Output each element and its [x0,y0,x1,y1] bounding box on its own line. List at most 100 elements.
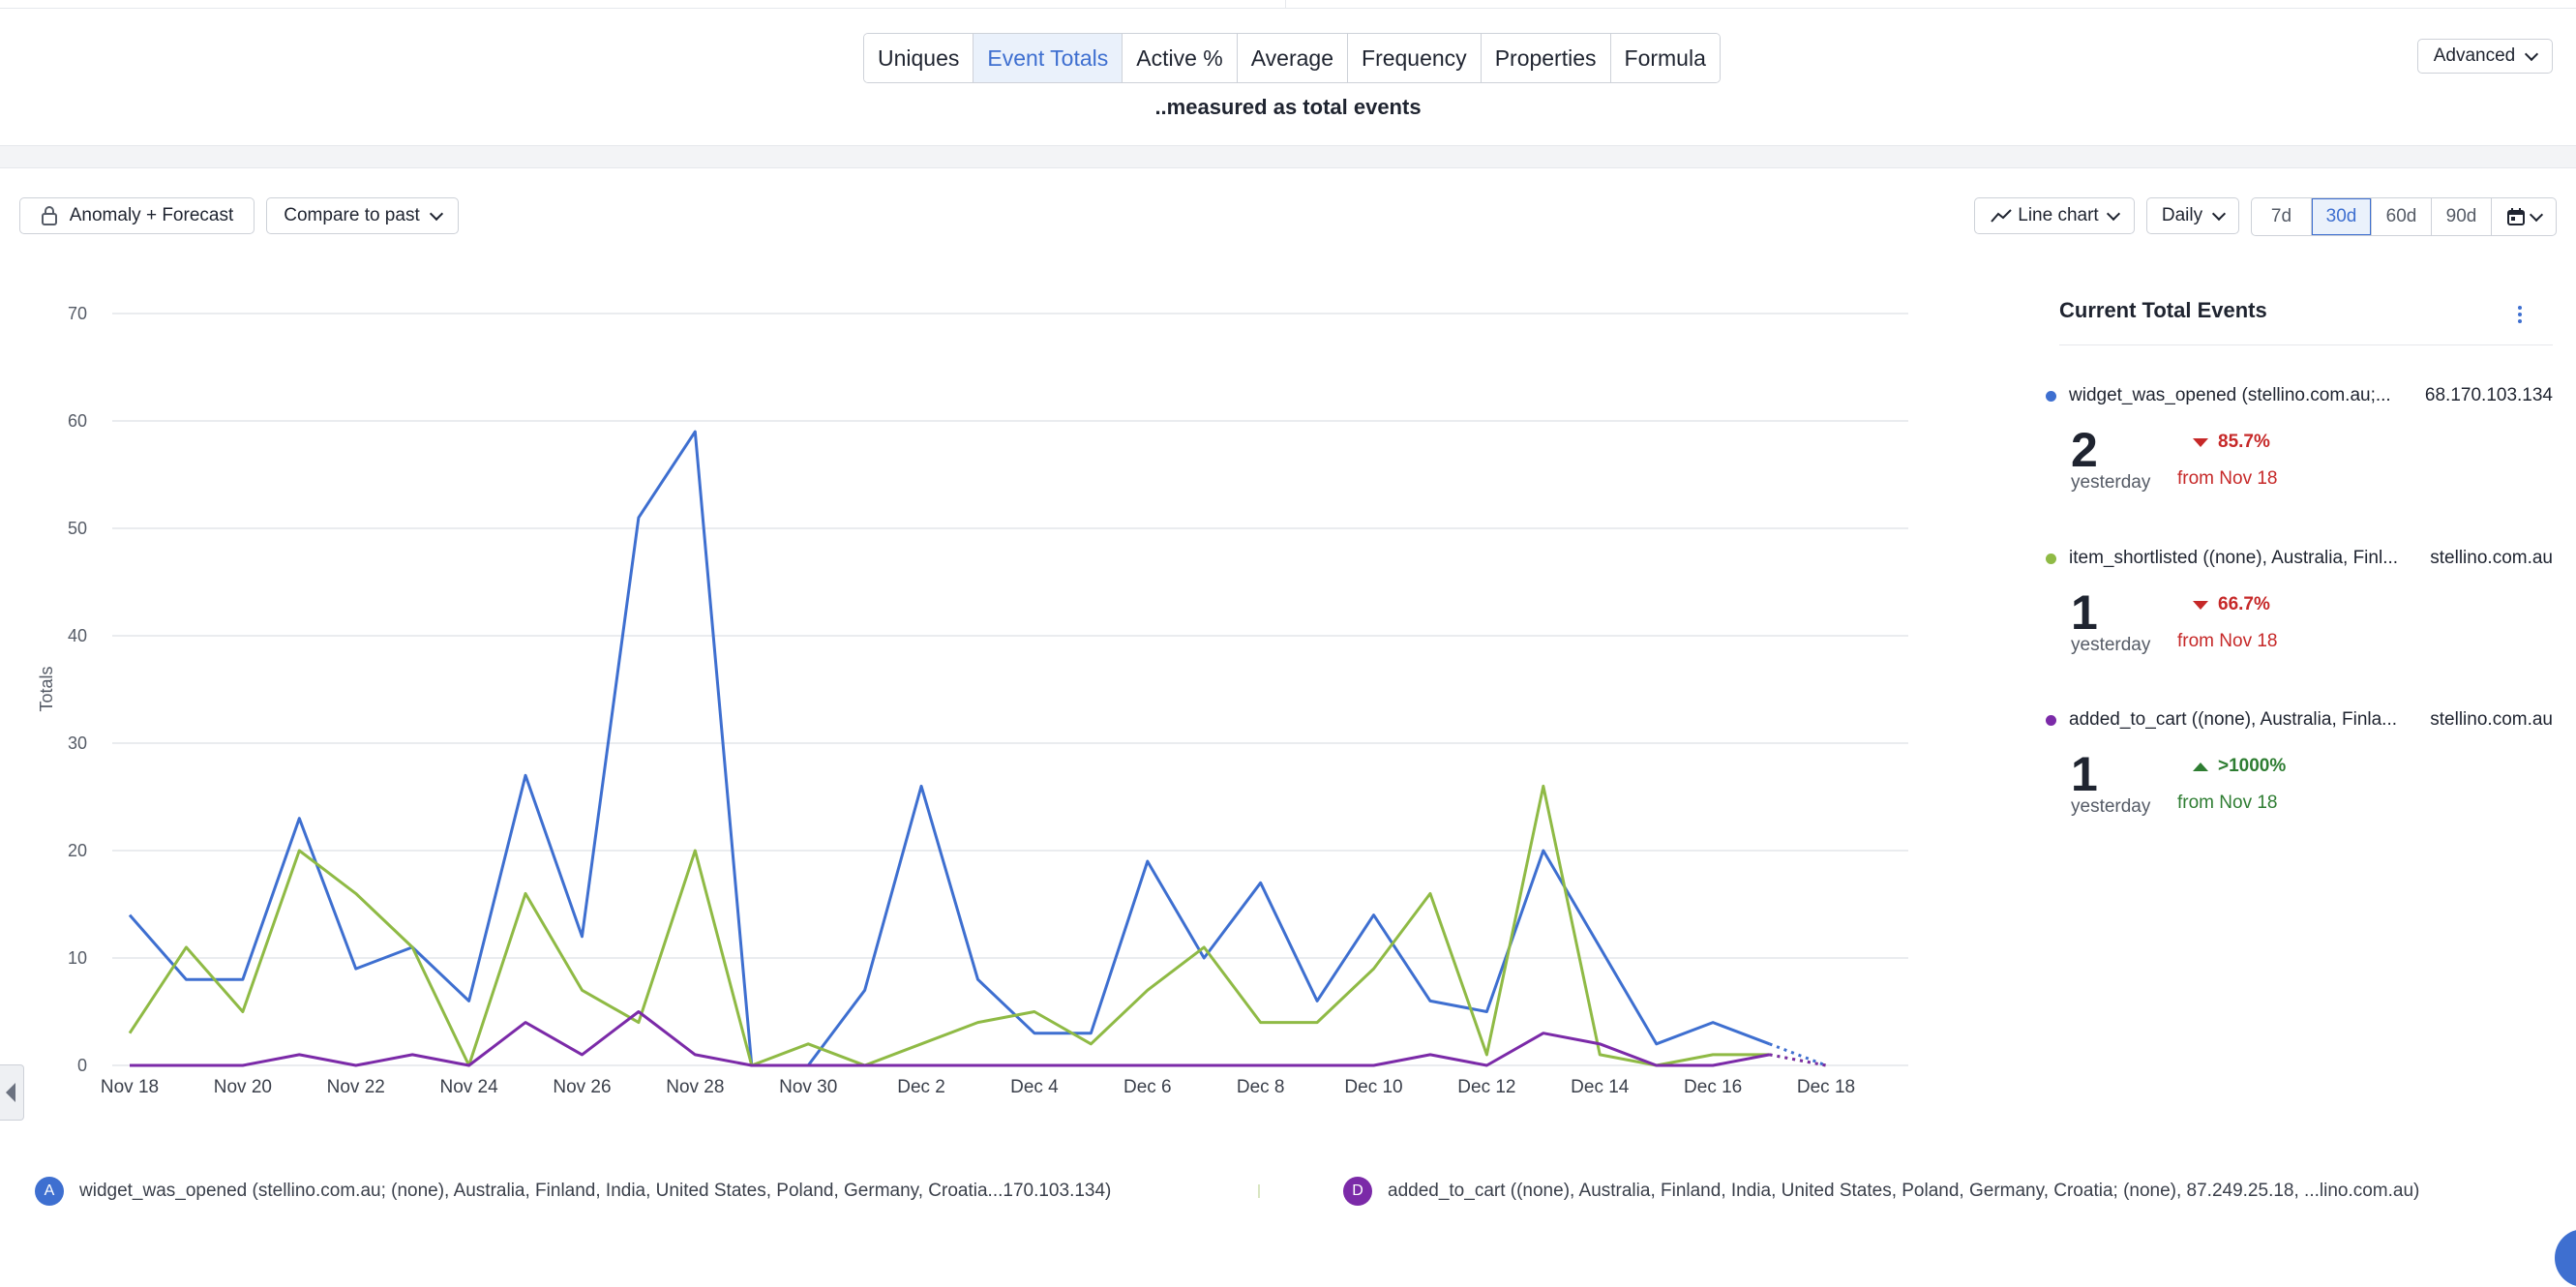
series-when: yesterday [2071,472,2151,493]
y-tick-label: 20 [68,841,87,860]
series-summary-item-shortlisted[interactable]: item_shortlisted ((none), Australia, Fin… [2046,548,2553,655]
chevron-down-icon [2525,46,2539,61]
series-current-value: 1 [2071,747,2098,801]
tab-uniques[interactable]: Uniques [864,34,974,82]
series-line-added_to_cart[interactable] [130,1010,1770,1067]
chevron-left-icon [6,1083,15,1102]
series-color-dot [2046,553,2056,564]
y-tick-label: 50 [68,519,87,538]
y-tick-label: 0 [77,1056,87,1075]
series-color-dot [2046,390,2056,402]
series-from: from Nov 18 [2177,468,2278,489]
series-name: added_to_cart ((none), Australia, Finla.… [2069,709,2398,730]
tab-properties[interactable]: Properties [1481,34,1611,82]
interval-label: Daily [2161,205,2203,225]
y-tick-label: 60 [68,411,87,431]
range-90d[interactable]: 90d [2432,198,2492,235]
series-from: from Nov 18 [2177,793,2278,813]
x-tick-label: Dec 14 [1571,1077,1630,1097]
chevron-down-icon [2212,206,2227,221]
compare-to-past-label: Compare to past [284,205,420,225]
metric-tabs: Uniques Event Totals Active % Average Fr… [863,33,1721,83]
x-tick-label: Dec 4 [1010,1077,1059,1097]
series-host: stellino.com.au [2430,548,2553,568]
compare-to-past-button[interactable]: Compare to past [266,197,459,234]
lock-icon [41,206,57,225]
y-tick-label: 70 [68,304,87,323]
more-options-icon[interactable] [2518,306,2522,326]
anomaly-forecast-button[interactable]: Anomaly + Forecast [19,197,255,234]
chevron-down-icon [2529,207,2544,222]
series-from: from Nov 18 [2177,631,2278,651]
panel-divider [2059,344,2553,345]
range-7d[interactable]: 7d [2252,198,2312,235]
trend-down-icon [2193,600,2208,610]
tab-event-totals[interactable]: Event Totals [973,34,1123,82]
y-tick-label: 40 [68,626,87,645]
tab-average[interactable]: Average [1237,34,1349,82]
x-tick-label: Dec 6 [1123,1077,1172,1097]
series-when: yesterday [2071,635,2151,655]
series-host: 68.170.103.134 [2424,385,2553,405]
line-chart-icon [1991,209,2012,223]
legend-item-widget-was-opened[interactable]: A widget_was_opened (stellino.com.au; (n… [35,1177,1111,1206]
series-line-item_shortlisted[interactable] [128,784,1770,1067]
y-tick-label: 30 [68,733,87,753]
series-current-value: 2 [2071,423,2098,477]
x-tick-label: Dec 2 [897,1077,945,1097]
legend-badge: D [1343,1177,1372,1206]
tab-frequency[interactable]: Frequency [1348,34,1482,82]
top-divider [0,0,2576,9]
trend-up-icon [2193,762,2208,771]
series-name: widget_was_opened (stellino.com.au;... [2069,385,2391,405]
calendar-button[interactable] [2492,198,2556,235]
calendar-icon [2507,208,2525,225]
chevron-down-icon [2106,206,2120,221]
chevron-down-icon [429,206,443,221]
chart-type-dropdown[interactable]: Line chart [1974,197,2135,234]
x-tick-label: Dec 12 [1457,1077,1515,1097]
collapse-panel-handle[interactable] [0,1064,24,1121]
legend-badge: A [35,1177,64,1206]
x-tick-label: Nov 24 [439,1077,498,1097]
legend-text: widget_was_opened (stellino.com.au; (non… [79,1181,1112,1201]
series-host: stellino.com.au [2430,709,2553,730]
series-forecast-widget_was_opened [1769,1042,1827,1067]
x-tick-label: Dec 18 [1797,1077,1855,1097]
range-60d[interactable]: 60d [2372,198,2432,235]
y-axis-label: Totals [37,666,56,711]
interval-dropdown[interactable]: Daily [2146,197,2239,234]
y-tick-label: 10 [68,948,87,968]
x-tick-label: Nov 28 [666,1077,724,1097]
trend-down-icon [2193,437,2208,447]
line-chart: 0 10 20 30 40 50 60 70 Nov 18 Nov 20 Nov 22 Nov 24 N… [37,304,1908,1097]
anomaly-forecast-label: Anomaly + Forecast [69,205,234,225]
help-launcher[interactable] [2555,1229,2576,1287]
x-tick-label: Nov 22 [327,1077,385,1097]
x-tick-label: Dec 8 [1237,1077,1285,1097]
x-tick-label: Dec 10 [1344,1077,1402,1097]
x-tick-label: Nov 18 [101,1077,159,1097]
chart-type-label: Line chart [2018,205,2099,225]
x-tick-label: Nov 30 [779,1077,837,1097]
series-summary-added-to-cart[interactable]: added_to_cart ((none), Australia, Finla.… [2046,709,2553,817]
tab-active-percent[interactable]: Active % [1123,34,1238,82]
x-tick-label: Nov 20 [214,1077,272,1097]
series-when: yesterday [2071,796,2151,817]
x-tick-label: Dec 16 [1684,1077,1742,1097]
tab-formula[interactable]: Formula [1610,34,1720,82]
series-color-dot [2046,714,2056,726]
panel-title: Current Total Events [2059,298,2267,322]
series-change: 66.7% [2218,594,2270,614]
legend-text: added_to_cart ((none), Australia, Finlan… [1388,1181,2420,1201]
range-30d[interactable]: 30d [2312,198,2372,235]
advanced-button[interactable]: Advanced [2417,39,2553,74]
advanced-label: Advanced [2433,45,2516,66]
measured-as-label: ..measured as total events [1154,95,1422,119]
series-change: 85.7% [2218,432,2270,452]
series-line-widget_was_opened[interactable] [128,430,1771,1067]
date-range-selector: 7d 30d 60d 90d [2251,197,2557,236]
series-name: item_shortlisted ((none), Australia, Fin… [2069,548,2399,568]
series-summary-widget-was-opened[interactable]: widget_was_opened (stellino.com.au;... 6… [2046,385,2553,493]
legend-item-added-to-cart[interactable]: D added_to_cart ((none), Australia, Finl… [1343,1177,2419,1206]
